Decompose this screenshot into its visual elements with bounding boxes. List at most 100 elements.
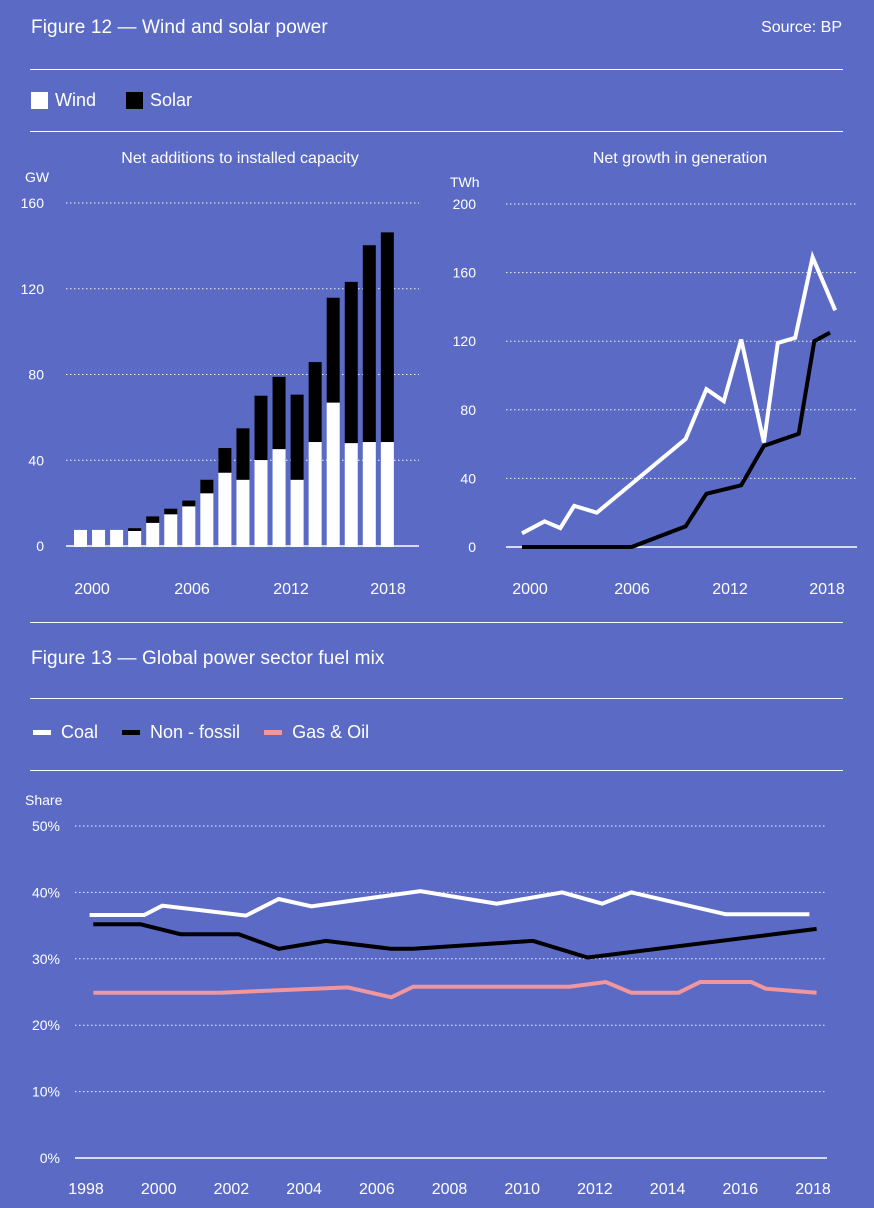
bar-wind-2010 — [236, 479, 250, 547]
generation-line-chart: 0 40 80 120 160 200 2000 2006 2012 2018 — [453, 196, 857, 598]
bar-wind-2008 — [200, 493, 214, 547]
legend-label: Non - fossil — [150, 722, 241, 742]
figure-12-title: Figure 12 — Wind and solar power — [31, 17, 328, 38]
bar-solar-2006 — [164, 508, 178, 515]
divider — [30, 131, 843, 132]
capacity-bar-chart: 0 40 80 120 160 2000 2006 2012 2018 — [21, 195, 419, 598]
x-tick-label: 2016 — [723, 1181, 759, 1198]
y-tick-label: 30% — [32, 951, 60, 967]
capacity-chart-title: Net additions to installed capacity — [121, 150, 359, 167]
bar-solar-2007 — [182, 500, 196, 507]
x-tick-label: 2004 — [286, 1181, 322, 1198]
divider — [30, 698, 843, 699]
divider — [30, 770, 843, 771]
y-tick-label: 80 — [460, 402, 476, 418]
y-tick-label: 120 — [21, 281, 45, 297]
x-tick-label: 2006 — [614, 581, 650, 598]
source-label: Source: BP — [761, 19, 842, 36]
x-tick-label: 2006 — [359, 1181, 395, 1198]
line-series-non-fossil — [93, 922, 817, 960]
y-tick-label: 0 — [468, 539, 476, 555]
bar-solar-2011 — [254, 395, 268, 461]
figure-12-legend: Wind Solar — [31, 90, 216, 111]
x-tick-label: 2006 — [174, 581, 210, 598]
bar-wind-2018 — [380, 442, 394, 547]
x-tick-label: 2012 — [712, 581, 748, 598]
capacity-y-unit: GW — [25, 169, 50, 185]
generation-y-unit: TWh — [450, 174, 480, 190]
x-tick-label: 2018 — [809, 581, 845, 598]
bar-wind-2011 — [254, 460, 268, 547]
bar-solar-2013 — [290, 394, 304, 480]
bar-wind-2002 — [92, 529, 106, 547]
figure-13-legend: Coal Non - fossil Gas & Oil — [33, 722, 393, 743]
x-tick-label: 2000 — [512, 581, 548, 598]
coal-line-swatch-icon — [33, 730, 51, 735]
x-tick-label: 2002 — [214, 1181, 250, 1198]
x-tick-label: 2018 — [795, 1181, 831, 1198]
bar-wind-2016 — [344, 443, 358, 547]
line-series-gas-oil — [93, 979, 817, 1000]
fuelmix-y-unit: Share — [25, 792, 63, 808]
bar-wind-2012 — [272, 449, 286, 547]
figure-13-title: Figure 13 — Global power sector fuel mix — [31, 648, 385, 669]
bar-wind-2003 — [110, 529, 124, 547]
bar-solar-2008 — [200, 479, 214, 494]
y-tick-label: 160 — [21, 195, 45, 211]
generation-chart-title: Net growth in generation — [592, 150, 768, 167]
bar-solar-2009 — [218, 448, 232, 473]
divider — [30, 622, 843, 623]
bar-solar-2004 — [128, 528, 142, 531]
y-tick-label: 0 — [36, 538, 44, 554]
legend-item-gas-oil: Gas & Oil — [264, 722, 369, 743]
y-tick-label: 20% — [32, 1017, 60, 1033]
line-series-wind — [521, 250, 838, 536]
x-tick-label: 2008 — [432, 1181, 468, 1198]
bar-solar-2014 — [308, 362, 322, 443]
bar-solar-2012 — [272, 376, 286, 450]
fuel-mix-line-chart: 0% 10% 20% 30% 40% 50% 1998 2000 2002 2004 2006 200… — [32, 818, 831, 1198]
divider — [30, 69, 843, 70]
bar-solar-2017 — [362, 245, 376, 443]
y-tick-label: 120 — [453, 333, 477, 349]
x-tick-label: 2018 — [370, 581, 406, 598]
x-tick-label: 2000 — [74, 581, 110, 598]
bar-solar-2016 — [344, 281, 358, 444]
bar-wind-2015 — [326, 402, 340, 547]
bar-solar-2005 — [146, 516, 160, 523]
legend-item-solar: Solar — [126, 90, 192, 111]
y-tick-label: 0% — [40, 1150, 60, 1166]
legend-label: Gas & Oil — [292, 722, 370, 742]
legend-item-coal: Coal — [33, 722, 98, 743]
legend-item-non-fossil: Non - fossil — [122, 722, 240, 743]
x-tick-label: 2000 — [141, 1181, 177, 1198]
bar-wind-2013 — [290, 479, 304, 547]
bar-wind-2017 — [362, 442, 376, 547]
y-tick-label: 50% — [32, 818, 60, 834]
bar-solar-2010 — [236, 428, 250, 480]
bar-wind-2005 — [146, 522, 160, 547]
bar-wind-2014 — [308, 442, 322, 547]
legend-label: Wind — [55, 90, 97, 110]
y-tick-label: 10% — [32, 1084, 60, 1100]
y-tick-label: 200 — [453, 196, 477, 212]
y-tick-label: 160 — [453, 265, 477, 281]
x-tick-label: 1998 — [68, 1181, 104, 1198]
solar-swatch-icon — [126, 92, 144, 109]
x-tick-label: 2014 — [650, 1181, 686, 1198]
gas-oil-line-swatch-icon — [264, 730, 283, 735]
non-fossil-line-swatch-icon — [122, 730, 141, 735]
line-series-solar — [522, 330, 831, 549]
x-tick-label: 2010 — [504, 1181, 540, 1198]
bar-wind-2009 — [218, 472, 232, 547]
legend-item-wind: Wind — [31, 90, 96, 111]
bar-solar-2018 — [380, 232, 394, 443]
x-tick-label: 2012 — [273, 581, 309, 598]
x-tick-label: 2012 — [577, 1181, 613, 1198]
y-tick-label: 80 — [28, 367, 44, 383]
legend-label: Coal — [61, 722, 99, 742]
bar-wind-2001 — [74, 529, 87, 547]
line-series-coal — [89, 889, 810, 918]
bar-wind-2004 — [128, 530, 142, 547]
wind-swatch-icon — [31, 92, 48, 109]
